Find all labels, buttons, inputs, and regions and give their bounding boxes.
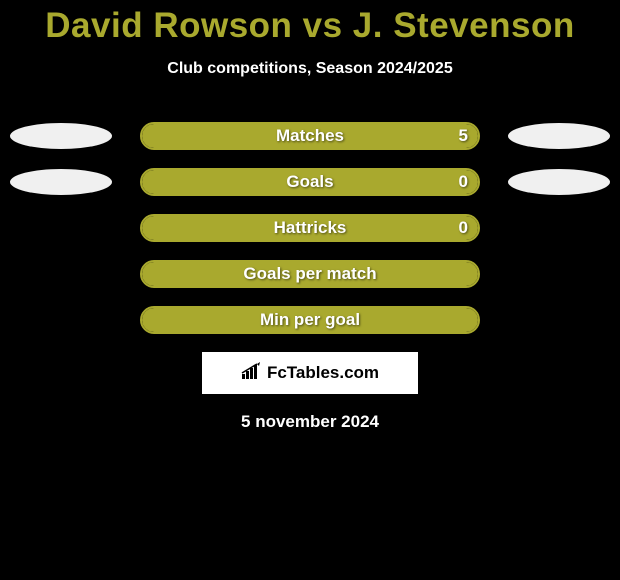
logo-text: FcTables.com bbox=[267, 363, 379, 383]
stat-rows: Matches5Goals0Hattricks0Goals per matchM… bbox=[0, 122, 620, 334]
right-ellipse bbox=[508, 169, 610, 195]
bar-value-right: 5 bbox=[459, 126, 468, 146]
stat-row: Hattricks0 bbox=[0, 214, 620, 242]
date-label: 5 november 2024 bbox=[241, 412, 379, 432]
chart-icon bbox=[241, 362, 263, 385]
bar-label: Hattricks bbox=[142, 218, 478, 238]
logo: FcTables.com bbox=[241, 362, 379, 385]
stat-bar: Goals0 bbox=[140, 168, 480, 196]
stat-row: Matches5 bbox=[0, 122, 620, 150]
stat-row: Goals0 bbox=[0, 168, 620, 196]
bar-value-right: 0 bbox=[459, 172, 468, 192]
right-ellipse bbox=[508, 123, 610, 149]
left-ellipse bbox=[10, 169, 112, 195]
bar-label: Min per goal bbox=[142, 310, 478, 330]
left-ellipse bbox=[10, 123, 112, 149]
widget-container: David Rowson vs J. Stevenson Club compet… bbox=[0, 0, 620, 432]
page-title: David Rowson vs J. Stevenson bbox=[45, 6, 574, 46]
bar-label: Goals per match bbox=[142, 264, 478, 284]
bar-label: Matches bbox=[142, 126, 478, 146]
stat-bar: Matches5 bbox=[140, 122, 480, 150]
bar-value-right: 0 bbox=[459, 218, 468, 238]
stat-row: Goals per match bbox=[0, 260, 620, 288]
stat-row: Min per goal bbox=[0, 306, 620, 334]
logo-box[interactable]: FcTables.com bbox=[202, 352, 418, 394]
bar-label: Goals bbox=[142, 172, 478, 192]
stat-bar: Hattricks0 bbox=[140, 214, 480, 242]
subtitle: Club competitions, Season 2024/2025 bbox=[167, 60, 452, 78]
stat-bar: Min per goal bbox=[140, 306, 480, 334]
stat-bar: Goals per match bbox=[140, 260, 480, 288]
